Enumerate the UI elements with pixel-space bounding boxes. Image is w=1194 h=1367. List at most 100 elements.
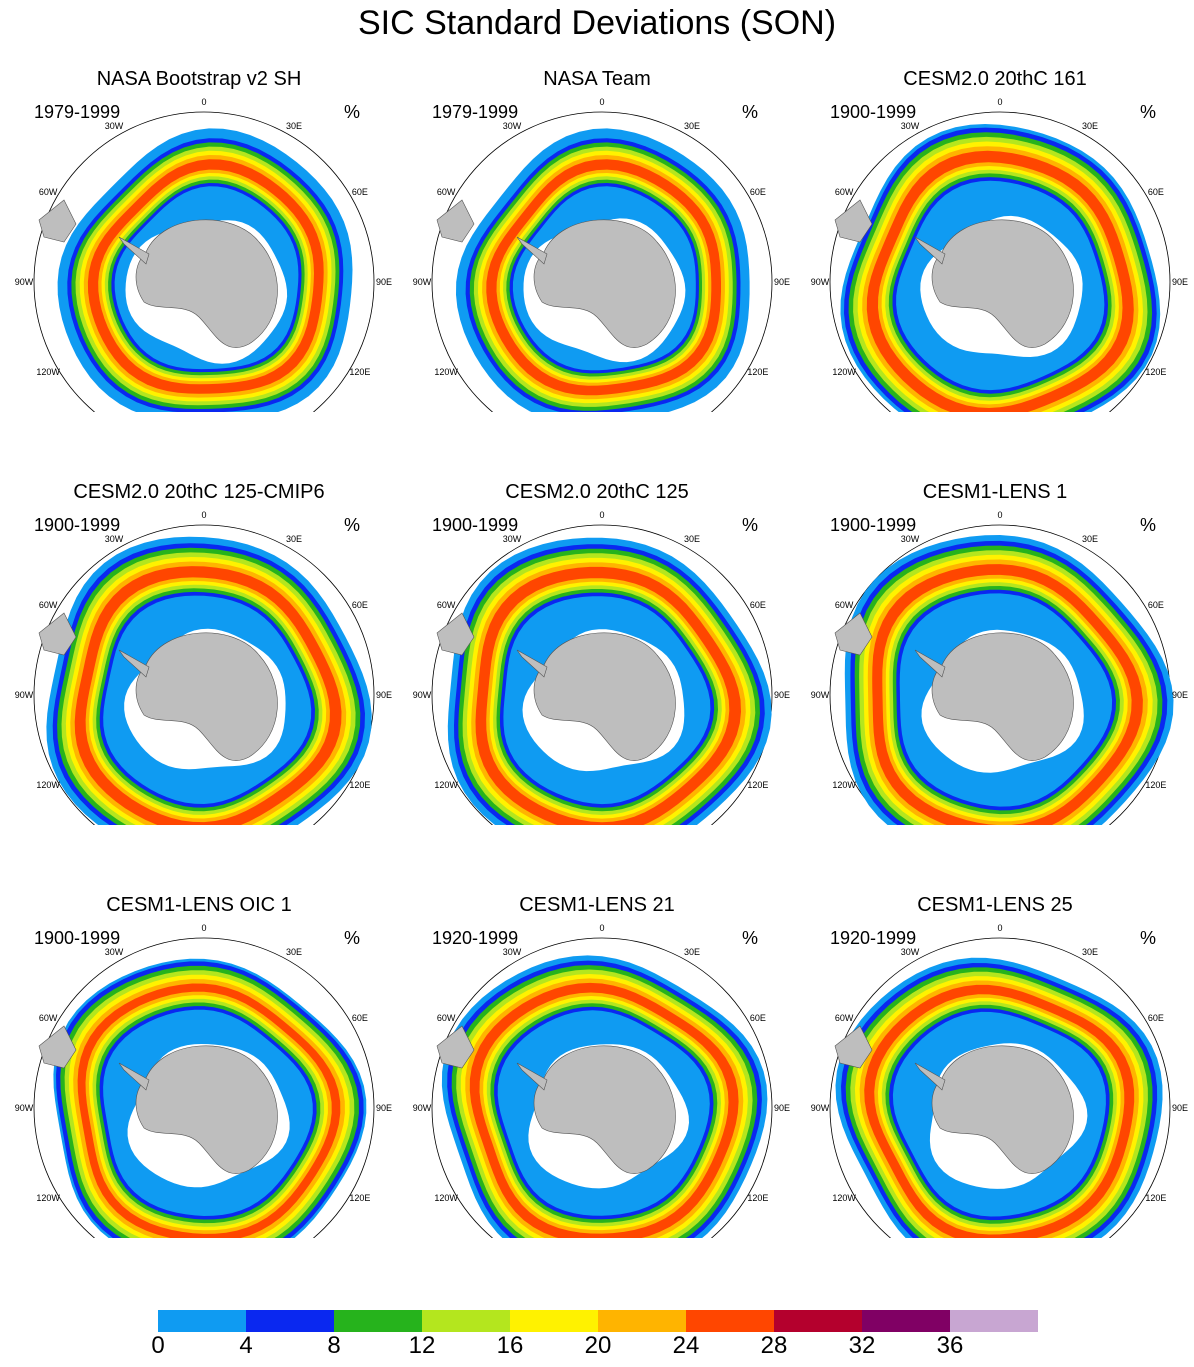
longitude-label: 30E xyxy=(1082,534,1098,544)
longitude-label: 120E xyxy=(1145,367,1166,377)
longitude-label: 0 xyxy=(201,510,206,520)
panel-unit: % xyxy=(742,102,759,122)
longitude-label: 30E xyxy=(1082,121,1098,131)
longitude-label: 60E xyxy=(750,1013,766,1023)
antarctic-peninsula xyxy=(914,1062,946,1091)
antarctic-peninsula xyxy=(914,649,946,678)
longitude-label: 60E xyxy=(750,600,766,610)
panel-title: NASA Team xyxy=(543,68,651,90)
longitude-label: 30E xyxy=(1082,947,1098,957)
longitude-label: 0 xyxy=(599,510,604,520)
colorbar-swatch xyxy=(158,1310,246,1332)
longitude-label: 90W xyxy=(811,690,830,700)
longitude-label: 120W xyxy=(36,367,60,377)
panel-years: 1979-1999 xyxy=(34,102,121,122)
colorbar-swatch xyxy=(510,1310,598,1332)
longitude-label: 60E xyxy=(352,187,368,197)
colorbar-swatch xyxy=(422,1310,510,1332)
map-layers xyxy=(431,524,773,825)
longitude-label: 120E xyxy=(1145,780,1166,790)
panel-title: CESM1-LENS 25 xyxy=(917,894,1073,916)
longitude-label: 120W xyxy=(832,780,856,790)
longitude-label: 90E xyxy=(774,277,790,287)
polar-map-7: 030E60E90E120E150E180150W120W90W60W30W xyxy=(15,923,392,1238)
south-america-land xyxy=(834,1025,873,1069)
map-layers xyxy=(33,524,375,825)
longitude-label: 90W xyxy=(15,690,34,700)
polar-map-8: 030E60E90E120E150E180150W120W90W60W30W xyxy=(413,923,790,1238)
longitude-label: 60E xyxy=(750,187,766,197)
antarctic-peninsula xyxy=(118,1062,150,1091)
longitude-label: 30W xyxy=(105,534,124,544)
antarctica-land xyxy=(135,219,278,348)
longitude-label: 30W xyxy=(901,947,920,957)
antarctic-peninsula xyxy=(516,236,548,265)
longitude-label: 30E xyxy=(684,534,700,544)
panel-unit: % xyxy=(742,928,759,948)
colorbar-tick-label: 32 xyxy=(848,1332,876,1359)
panel-years: 1920-1999 xyxy=(432,928,519,948)
panel-unit: % xyxy=(344,928,361,948)
map-layers xyxy=(829,111,1171,412)
longitude-label: 60E xyxy=(1148,187,1164,197)
map-panel-3: 030E60E90E120E150E180150W120W90W60W30W C… xyxy=(796,0,1194,412)
longitude-label: 120E xyxy=(1145,1193,1166,1203)
colorbar-tick-label: 4 xyxy=(239,1332,253,1359)
panel-years: 1900-1999 xyxy=(34,515,121,535)
longitude-label: 90W xyxy=(413,1103,432,1113)
colorbar-tick-label: 24 xyxy=(672,1332,700,1359)
panel-unit: % xyxy=(344,515,361,535)
colorbar-swatch xyxy=(334,1310,422,1332)
map-layers xyxy=(33,111,375,412)
longitude-label: 60E xyxy=(1148,600,1164,610)
longitude-label: 60W xyxy=(39,1013,58,1023)
antarctic-peninsula xyxy=(516,649,548,678)
colorbar-tick-label: 16 xyxy=(496,1332,524,1359)
longitude-label: 120E xyxy=(349,1193,370,1203)
antarctica-land xyxy=(533,632,676,761)
longitude-label: 30E xyxy=(286,534,302,544)
longitude-label: 60W xyxy=(835,187,854,197)
panel-unit: % xyxy=(1140,102,1157,122)
longitude-label: 0 xyxy=(997,510,1002,520)
longitude-label: 30W xyxy=(503,121,522,131)
antarctic-peninsula xyxy=(516,1062,548,1091)
colorbar-swatch xyxy=(774,1310,862,1332)
south-america-land xyxy=(38,199,77,243)
longitude-label: 90E xyxy=(774,690,790,700)
longitude-label: 120W xyxy=(434,367,458,377)
longitude-label: 30E xyxy=(286,947,302,957)
longitude-label: 90E xyxy=(1172,277,1188,287)
longitude-label: 120E xyxy=(747,1193,768,1203)
longitude-label: 30W xyxy=(901,534,920,544)
longitude-label: 120E xyxy=(747,780,768,790)
longitude-label: 30W xyxy=(105,947,124,957)
map-panel-5: 030E60E90E120E150E180150W120W90W60W30W C… xyxy=(398,413,796,825)
colorbar-tick-label: 28 xyxy=(760,1332,788,1359)
panel-years: 1900-1999 xyxy=(432,515,519,535)
polar-map-9: 030E60E90E120E150E180150W120W90W60W30W xyxy=(811,923,1188,1238)
longitude-label: 60W xyxy=(835,600,854,610)
panel-title: CESM1-LENS OIC 1 xyxy=(106,894,292,916)
panel-unit: % xyxy=(1140,928,1157,948)
map-layers xyxy=(431,937,773,1238)
longitude-label: 60W xyxy=(437,1013,456,1023)
longitude-label: 0 xyxy=(599,97,604,107)
antarctica-land xyxy=(931,219,1074,348)
map-panel-4: 030E60E90E120E150E180150W120W90W60W30W C… xyxy=(0,413,398,825)
panel-unit: % xyxy=(344,102,361,122)
colorbar-tick-label: 8 xyxy=(327,1332,341,1359)
longitude-label: 120E xyxy=(349,367,370,377)
longitude-label: 60W xyxy=(437,600,456,610)
longitude-label: 60W xyxy=(39,187,58,197)
longitude-label: 120W xyxy=(434,780,458,790)
longitude-label: 90W xyxy=(15,1103,34,1113)
map-panel-2: 030E60E90E120E150E180150W120W90W60W30W N… xyxy=(398,0,796,412)
longitude-label: 90W xyxy=(15,277,34,287)
figure-title: SIC Standard Deviations (SON) xyxy=(357,4,837,42)
colorbar-swatch xyxy=(862,1310,950,1332)
south-america-land xyxy=(834,612,873,656)
map-layers xyxy=(829,524,1174,825)
map-panel-7: 030E60E90E120E150E180150W120W90W60W30W C… xyxy=(0,826,398,1238)
longitude-label: 60E xyxy=(352,600,368,610)
